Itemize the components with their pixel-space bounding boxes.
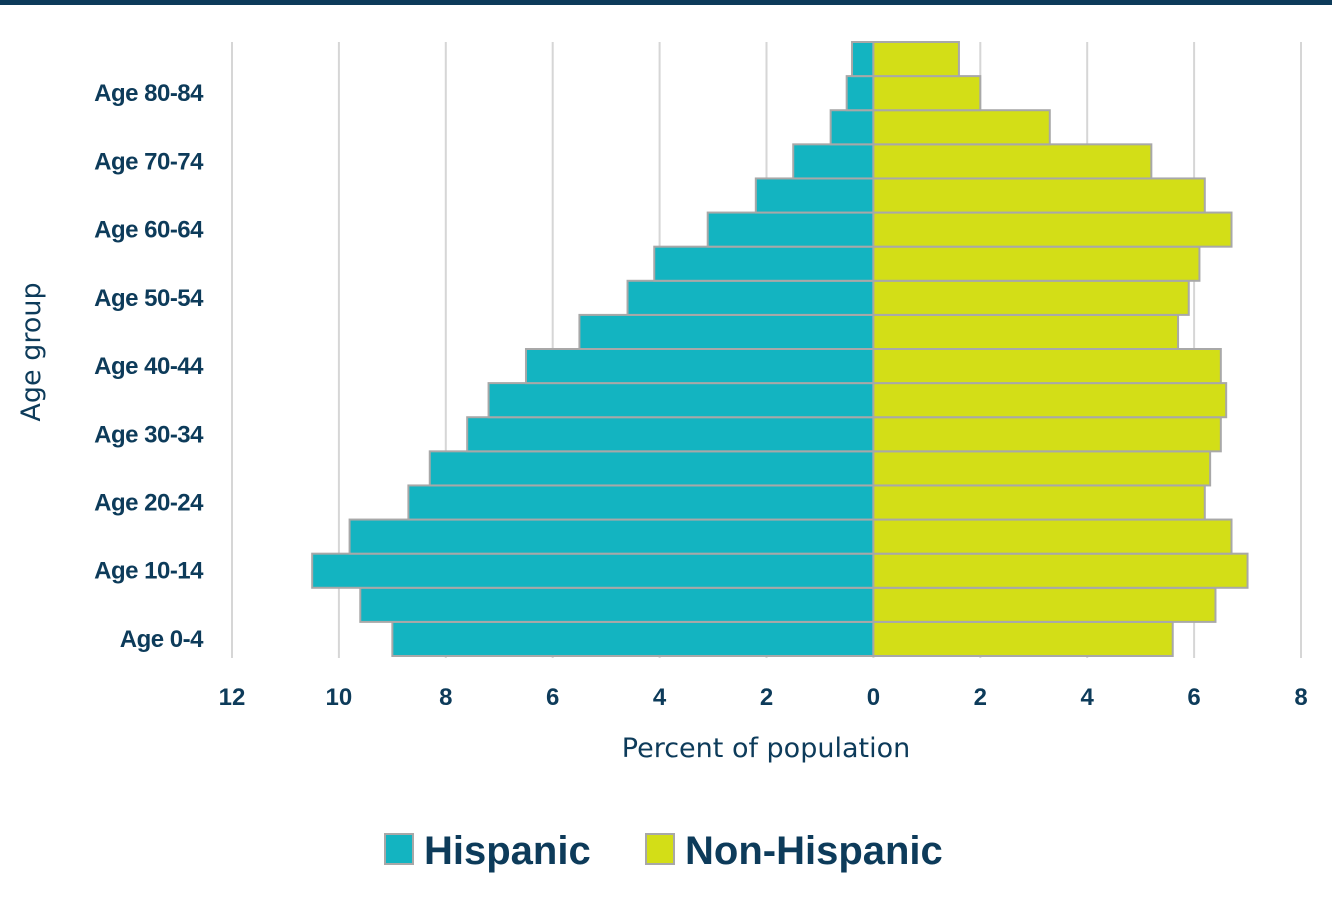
bar-non-hispanic	[872, 382, 1228, 419]
legend: Hispanic Non-Hispanic	[384, 829, 943, 873]
y-tick-label: Age 60-64	[94, 217, 204, 244]
bar-hispanic	[407, 484, 875, 521]
y-tick-label: Age 50-54	[94, 285, 204, 312]
bar-non-hispanic	[872, 245, 1201, 282]
bar-non-hispanic	[872, 143, 1153, 180]
bar-hispanic	[626, 279, 875, 316]
bar-non-hispanic	[872, 313, 1180, 350]
y-tick-label: Age 20-24	[94, 490, 204, 517]
bar-non-hispanic	[872, 484, 1206, 521]
x-tick-label: 6	[1187, 684, 1200, 711]
bar-hispanic	[348, 518, 875, 555]
legend-swatch-hispanic	[384, 833, 414, 865]
legend-label-non-hispanic: Non-Hispanic	[685, 829, 943, 873]
bar-hispanic	[311, 552, 875, 589]
bar-hispanic	[391, 620, 875, 658]
x-tick-label: 2	[974, 684, 987, 711]
legend-label-hispanic: Hispanic	[424, 829, 591, 873]
bar-hispanic	[706, 211, 875, 248]
bar-non-hispanic	[872, 586, 1217, 623]
legend-swatch-non-hispanic	[645, 833, 675, 865]
bar-non-hispanic	[872, 518, 1233, 555]
bar-non-hispanic	[872, 348, 1222, 385]
bars	[311, 41, 1249, 658]
y-axis-ticks: Age 0-4 Age 10-14 Age 20-24 Age 30-34 Age 40…	[94, 80, 205, 653]
y-tick-label: Age 0-4	[120, 626, 204, 653]
bar-hispanic	[754, 177, 875, 214]
y-tick-label: Age 30-34	[94, 421, 204, 448]
x-tick-label: 10	[326, 684, 353, 711]
x-tick-label: 8	[1294, 684, 1307, 711]
bar-hispanic	[829, 109, 875, 146]
bar-non-hispanic	[872, 211, 1233, 248]
bar-hispanic	[487, 382, 875, 419]
y-tick-label: Age 80-84	[94, 80, 204, 107]
bar-non-hispanic	[872, 279, 1190, 316]
y-axis-title: Age group	[16, 282, 47, 421]
x-tick-label: 6	[546, 684, 559, 711]
y-tick-label: Age 40-44	[94, 353, 204, 380]
bar-non-hispanic	[872, 450, 1212, 487]
x-tick-label: 0	[867, 684, 880, 711]
x-tick-label: 4	[1081, 684, 1095, 711]
bar-non-hispanic	[872, 41, 960, 78]
x-tick-label: 12	[219, 684, 246, 711]
x-tick-label: 8	[439, 684, 452, 711]
bar-non-hispanic	[872, 620, 1174, 658]
bar-non-hispanic	[872, 416, 1222, 453]
bar-non-hispanic	[872, 552, 1249, 589]
x-tick-label: 4	[653, 684, 667, 711]
bar-hispanic	[359, 586, 875, 623]
y-tick-label: Age 70-74	[94, 148, 204, 175]
x-axis-title: Percent of population	[622, 733, 910, 764]
bar-hispanic	[428, 450, 875, 487]
bar-non-hispanic	[872, 177, 1206, 214]
bar-non-hispanic	[872, 75, 982, 112]
top-rule	[0, 0, 1332, 5]
bar-hispanic	[524, 348, 875, 385]
x-tick-label: 2	[760, 684, 773, 711]
y-tick-label: Age 10-14	[94, 558, 204, 585]
bar-hispanic	[466, 416, 875, 453]
x-axis-ticks: 12 10 8 6 4 2 0 2 4 6 8	[219, 684, 1308, 711]
bar-hispanic	[845, 75, 875, 112]
bar-hispanic	[851, 41, 875, 78]
bar-non-hispanic	[872, 109, 1051, 146]
bar-hispanic	[653, 245, 875, 282]
bar-hispanic	[578, 313, 875, 350]
bar-hispanic	[792, 143, 875, 180]
